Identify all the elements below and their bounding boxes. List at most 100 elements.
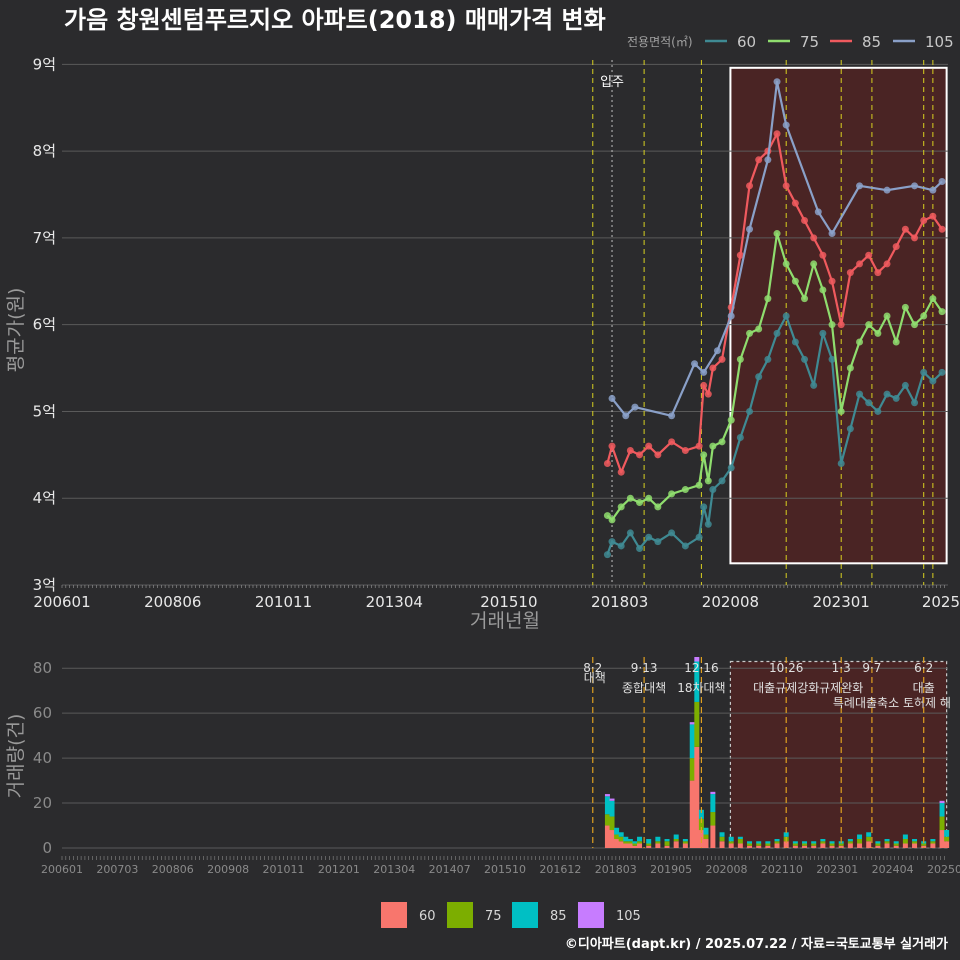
volume-bar-60	[609, 830, 615, 848]
volume-bar-85	[902, 834, 908, 840]
volume-bar-85	[719, 832, 725, 837]
data-point-85	[791, 199, 799, 207]
volume-bar-75	[921, 843, 927, 846]
volume-bar-85	[737, 836, 743, 840]
data-point-85	[755, 156, 763, 164]
data-point-75	[603, 512, 611, 520]
data-point-85	[746, 182, 754, 190]
data-point-105	[856, 182, 864, 190]
data-point-85	[901, 225, 909, 233]
data-point-105	[631, 403, 639, 411]
volume-bar-85	[783, 832, 789, 837]
volume-bar-105	[939, 800, 945, 804]
data-point-85	[819, 251, 827, 259]
data-point-60	[695, 533, 703, 541]
data-point-85	[704, 390, 712, 398]
volume-legend-label-75: 75	[485, 909, 502, 924]
volume-bar-60	[623, 843, 629, 848]
data-point-60	[727, 464, 735, 472]
event-name-label: 규제완화	[819, 681, 863, 695]
data-point-75	[718, 438, 726, 446]
data-point-85	[695, 442, 703, 450]
volume-bar-75	[857, 839, 863, 844]
data-point-85	[645, 442, 653, 450]
volume-bar-105	[694, 657, 700, 662]
volume-bar-75	[694, 701, 700, 747]
volume-bar-60	[939, 830, 945, 848]
volume-x-tick-label: 201304	[373, 863, 415, 876]
data-point-75	[704, 477, 712, 485]
legend-title: 전용면적(㎡)	[627, 35, 693, 49]
data-point-60	[874, 407, 882, 415]
volume-bar-85	[609, 800, 615, 817]
data-point-105	[782, 121, 790, 129]
volume-bar-105	[604, 794, 610, 797]
data-point-60	[603, 551, 611, 559]
volume-bar-60	[944, 841, 950, 848]
data-point-60	[920, 368, 928, 376]
data-point-85	[911, 234, 919, 242]
data-point-85	[608, 442, 616, 450]
data-point-60	[782, 312, 790, 320]
volume-bar-75	[884, 841, 890, 844]
volume-bar-75	[737, 839, 743, 844]
volume-y-tick-label: 80	[33, 659, 52, 677]
volume-bar-85	[710, 794, 716, 813]
volume-x-tick-label: 200703	[96, 863, 138, 876]
data-point-60	[704, 520, 712, 528]
volume-bar-60	[875, 845, 881, 848]
event-date-label: 10·26	[769, 661, 803, 675]
data-point-75	[764, 295, 772, 303]
data-point-85	[617, 468, 625, 476]
volume-bar-60	[694, 746, 700, 848]
volume-bar-60	[655, 843, 661, 848]
volume-x-tick-label: 200908	[207, 863, 249, 876]
data-point-85	[718, 355, 726, 363]
volume-bar-60	[783, 841, 789, 848]
data-point-85	[810, 234, 818, 242]
data-point-60	[801, 355, 809, 363]
volume-bar-60	[765, 845, 771, 848]
volume-bar-85	[618, 832, 624, 837]
data-point-75	[901, 303, 909, 311]
y-tick-label: 4억	[33, 489, 56, 507]
volume-axes: 0 20 40 60 80 200601 200703 200806 200908 201011 2…	[33, 659, 960, 876]
volume-bar-60	[829, 845, 835, 848]
volume-bar-60	[632, 845, 638, 848]
volume-bar-85	[774, 839, 780, 842]
volume-bar-60	[930, 843, 936, 848]
y-tick-label: 7억	[33, 229, 56, 247]
data-point-75	[801, 295, 809, 303]
data-point-85	[626, 446, 634, 454]
data-point-75	[626, 494, 634, 502]
event-date-label: 9·13	[631, 661, 658, 675]
data-point-60	[700, 503, 708, 511]
data-point-105	[828, 230, 836, 238]
data-point-60	[892, 394, 900, 402]
volume-bar-75	[829, 843, 835, 846]
volume-bar-85	[792, 841, 798, 844]
volume-y-axis-title: 거래량(건)	[5, 714, 27, 799]
event-name-label: 18차대책	[677, 680, 725, 695]
data-point-85	[668, 438, 676, 446]
volume-bar-75	[811, 843, 817, 846]
price-axes: 3억 4억 5억 6억 7억 8억 9억 200601 200806 201011 201304 20…	[33, 55, 960, 611]
volume-bar-75	[774, 841, 780, 844]
volume-bar-85	[820, 839, 826, 842]
volume-y-tick-label: 60	[33, 704, 52, 722]
volume-bar-75	[632, 843, 638, 846]
volume-bar-60	[710, 825, 716, 848]
data-point-75	[911, 321, 919, 329]
volume-bar-75	[655, 841, 661, 844]
volume-bar-60	[682, 843, 688, 848]
volume-x-tick-label: 201905	[650, 863, 692, 876]
volume-bar-75	[792, 843, 798, 846]
volume-bar-60	[792, 845, 798, 848]
price-series	[603, 78, 946, 559]
volume-legend-label-105: 105	[616, 909, 641, 924]
volume-bar-85	[614, 827, 620, 835]
volume-legend-swatch-60	[381, 902, 407, 928]
data-point-85	[846, 269, 854, 277]
volume-legend: 60 75 85 105	[381, 902, 641, 928]
volume-bar-85	[912, 839, 918, 842]
